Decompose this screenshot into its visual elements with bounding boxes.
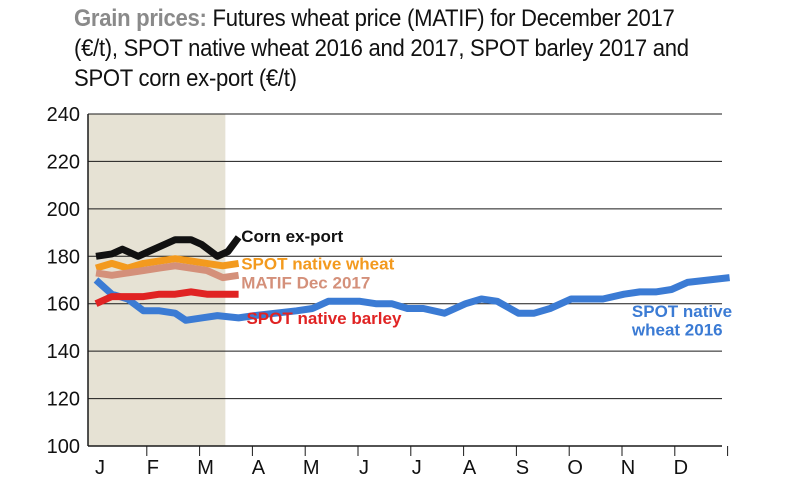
x-tick-label: J bbox=[412, 457, 422, 479]
x-tick-label: O bbox=[567, 457, 583, 479]
series-label: SPOT native barley bbox=[246, 309, 401, 328]
series-line-spot-native-barley bbox=[94, 288, 239, 307]
series-label: wheat 2016 bbox=[631, 321, 723, 340]
chart-title-text: Futures wheat price (MATIF) for December… bbox=[74, 5, 689, 92]
y-tick-label: 140 bbox=[47, 341, 80, 363]
series-label: MATIF Dec 2017 bbox=[241, 273, 370, 292]
series-line-spot-native-wheat-2016 bbox=[93, 274, 730, 324]
series-label: SPOT native bbox=[632, 302, 732, 321]
x-tick-label: F bbox=[147, 457, 159, 479]
y-tick-label: 240 bbox=[47, 104, 80, 126]
x-tick-label: S bbox=[516, 457, 529, 479]
x-tick-label: J bbox=[95, 457, 105, 479]
x-tick-label: N bbox=[621, 457, 635, 479]
y-tick-label: 160 bbox=[47, 294, 80, 316]
y-tick-label: 180 bbox=[47, 246, 80, 268]
series-line-corn-ex-port bbox=[95, 235, 242, 260]
series-line-spot-native-wheat bbox=[95, 255, 240, 272]
y-tick-label: 120 bbox=[47, 389, 80, 411]
series-line-matif-dec-2017 bbox=[95, 262, 240, 282]
y-tick-label: 100 bbox=[47, 436, 80, 458]
x-tick-label: M bbox=[303, 457, 320, 479]
y-tick-label: 220 bbox=[47, 151, 80, 173]
shaded-period bbox=[88, 114, 226, 446]
chart-title: Grain prices: Futures wheat price (MATIF… bbox=[74, 4, 718, 94]
series-label: SPOT native wheat bbox=[241, 254, 394, 273]
series-label: Corn ex-port bbox=[241, 227, 343, 246]
chart-title-lead: Grain prices: bbox=[74, 5, 207, 32]
x-tick-label: D bbox=[674, 457, 688, 479]
y-tick-label: 200 bbox=[47, 199, 80, 221]
x-tick-label: A bbox=[252, 457, 266, 479]
x-tick-label: A bbox=[463, 457, 477, 479]
x-tick-label: M bbox=[197, 457, 214, 479]
x-tick-label: J bbox=[359, 457, 369, 479]
